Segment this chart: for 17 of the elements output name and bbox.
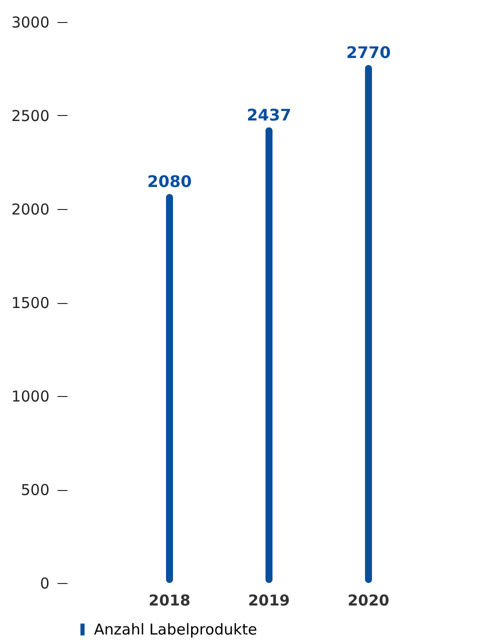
legend-label: Anzahl Labelprodukte — [94, 620, 258, 638]
y-tick-label: 500 — [20, 481, 50, 499]
bar — [266, 127, 272, 583]
data-label: 2770 — [346, 43, 391, 62]
y-tick-label: 2000 — [11, 200, 50, 218]
y-tick-label: 1000 — [11, 388, 50, 406]
y-tick-label: 0 — [40, 574, 50, 592]
y-tick-label: 3000 — [11, 14, 50, 32]
data-label: 2437 — [246, 105, 292, 124]
bar — [166, 194, 174, 583]
y-tick-label: 2500 — [11, 107, 50, 125]
bar — [364, 65, 372, 583]
x-tick-label: 2020 — [348, 592, 390, 610]
x-tick-label: 2018 — [148, 592, 190, 610]
x-tick-label: 2019 — [248, 592, 290, 610]
data-label: 2080 — [147, 172, 192, 192]
y-tick-label: 1500 — [11, 294, 50, 312]
